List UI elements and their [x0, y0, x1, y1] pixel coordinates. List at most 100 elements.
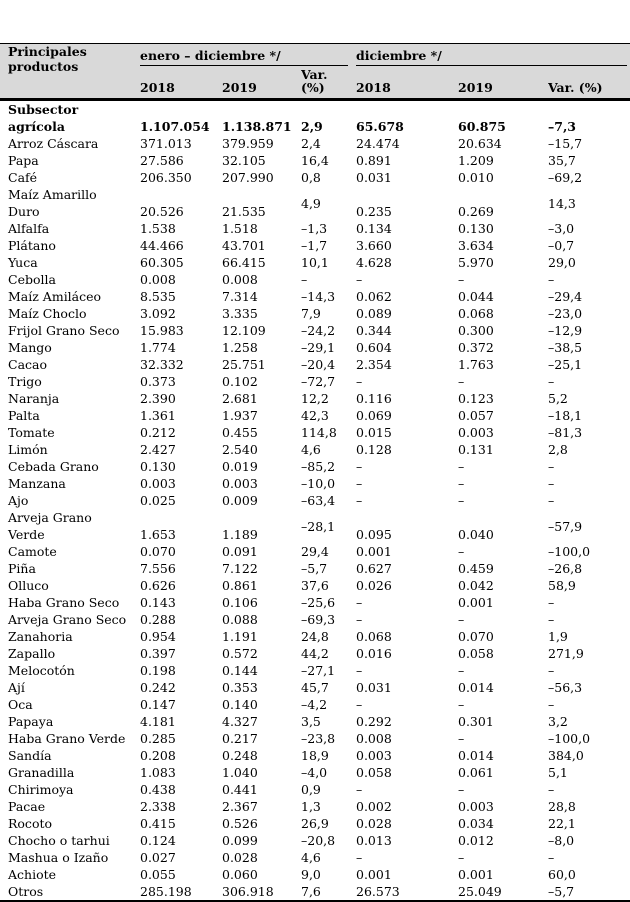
table-row: Maíz Choclo 3.092 3.335 7,9 0.089 0.068 –23,0 [0, 305, 630, 322]
value-cell: 0.068 [356, 629, 392, 644]
value-cell: 4.628 [356, 255, 392, 270]
value-cell: 12,2 [301, 391, 329, 406]
value-cell: 1.518 [222, 221, 258, 236]
value-cell: 0.143 [140, 595, 176, 610]
value-cell: 206.350 [140, 170, 192, 185]
value-cell: 0.058 [356, 765, 392, 780]
value-cell: 0.003 [458, 425, 494, 440]
value-cell: 0.058 [458, 646, 494, 661]
value-cell: 0.604 [356, 340, 392, 355]
value-cell: 29,0 [548, 255, 576, 270]
value-cell: 0.016 [356, 646, 392, 661]
table-row: Café 206.350 207.990 0,8 0.031 0.010 –69,2 [0, 169, 630, 186]
value-cell: –25,1 [548, 357, 583, 372]
value-cell: 3,5 [301, 714, 321, 729]
table-row: Chirimoya 0.438 0.441 0,9 – – – [0, 781, 630, 798]
value-cell: – [356, 782, 363, 797]
table-row: Trigo 0.373 0.102 –72,7 – – – [0, 373, 630, 390]
value-cell: 0.353 [222, 680, 258, 695]
value-cell: 0.044 [458, 289, 494, 304]
value-cell: 0.147 [140, 697, 176, 712]
table-row: Zanahoria 0.954 1.191 24,8 0.068 0.070 1,9 [0, 628, 630, 645]
table-row: Cebolla 0.008 0.008 – – – – [0, 271, 630, 288]
table-row: Melocotón 0.198 0.144 –27,1 – – – [0, 662, 630, 679]
value-cell: – [548, 850, 555, 865]
value-cell: 0.069 [356, 408, 392, 423]
value-cell: 0.089 [356, 306, 392, 321]
table-row: Olluco 0.626 0.861 37,6 0.026 0.042 58,9 [0, 577, 630, 594]
value-cell: 28,8 [548, 799, 576, 814]
value-cell: 25.049 [458, 884, 502, 899]
table-row: Camote 0.070 0.091 29,4 0.001 – –100,0 [0, 543, 630, 560]
value-cell: –81,3 [548, 425, 583, 440]
value-cell: – [458, 612, 465, 627]
value-cell: – [458, 374, 465, 389]
table-row: Piña 7.556 7.122 –5,7 0.627 0.459 –26,8 [0, 560, 630, 577]
table-row: Alfalfa 1.538 1.518 –1,3 0.134 0.130 –3,0 [0, 220, 630, 237]
value-cell: 3.634 [458, 238, 494, 253]
value-cell: 60,0 [548, 867, 576, 882]
value-cell: 42,3 [301, 408, 329, 423]
table-row: Ajo 0.025 0.009 –63,4 – – – [0, 492, 630, 509]
value-cell: 25.751 [222, 357, 266, 372]
value-cell: 0.001 [458, 867, 494, 882]
product-name: Café [8, 170, 38, 185]
product-name: Olluco [8, 578, 49, 593]
value-cell: –12,9 [548, 323, 583, 338]
value-cell: 29,4 [301, 544, 329, 559]
value-cell: 0.003 [222, 476, 258, 491]
value-cell: 379.959 [222, 136, 274, 151]
table-row: Haba Grano Verde 0.285 0.217 –23,8 0.008 – –10… [0, 730, 630, 747]
product-name: Plátano [8, 238, 56, 253]
value-cell: 0.031 [356, 170, 392, 185]
value-cell: – [548, 697, 555, 712]
value-cell: 0.099 [222, 833, 258, 848]
value-cell: – [548, 493, 555, 508]
value-cell: –85,2 [301, 459, 336, 474]
value-cell: 0.130 [458, 221, 494, 236]
table-row: Chocho o tarhui 0.124 0.099 –20,8 0.013 0.012… [0, 832, 630, 849]
product-name: Zanahoria [8, 629, 73, 644]
value-cell: 0.441 [222, 782, 258, 797]
value-cell: – [356, 476, 363, 491]
value-cell: 0.102 [222, 374, 258, 389]
value-cell: 5,1 [548, 765, 568, 780]
product-name: Piña [8, 561, 36, 576]
value-cell: –28,1 [301, 518, 336, 534]
value-cell: 0.070 [458, 629, 494, 644]
value-cell: – [301, 272, 308, 287]
value-cell: 4.327 [222, 714, 258, 729]
value-cell: –38,5 [548, 340, 583, 355]
value-cell: –23,0 [548, 306, 583, 321]
product-name: Zapallo [8, 646, 56, 661]
product-name: Palta [8, 408, 40, 423]
value-cell: –24,2 [301, 323, 336, 338]
header-2018-ene-dic: 2018 [140, 66, 222, 101]
product-name: Frijol Grano Seco [8, 323, 120, 338]
table-row: Maíz Amiláceo 8.535 7.314 –14,3 0.062 0.044 –2… [0, 288, 630, 305]
value-cell: 1.083 [140, 765, 176, 780]
value-cell: – [548, 595, 555, 610]
value-cell: 0.217 [222, 731, 258, 746]
header-group-enero-diciembre: enero – diciembre */ [140, 43, 356, 66]
value-cell: 0.008 [222, 272, 258, 287]
value-cell: – [458, 476, 465, 491]
header-group-enero-diciembre-label: enero – diciembre */ [140, 44, 348, 66]
header-principales-productos: Principales productos [0, 43, 140, 101]
value-cell: 0.009 [222, 493, 258, 508]
value-cell: – [356, 595, 363, 610]
value-cell: 1.538 [140, 221, 176, 236]
value-cell: 2.338 [140, 799, 176, 814]
table-row: Arroz Cáscara 371.013 379.959 2,4 24.474 20.6… [0, 135, 630, 152]
product-name: Subsector agrícola [8, 102, 79, 134]
value-cell: – [548, 459, 555, 474]
value-cell: 0.248 [222, 748, 258, 763]
value-cell: 207.990 [222, 170, 274, 185]
value-cell: 0.019 [222, 459, 258, 474]
table-row: Granadilla 1.083 1.040 –4,0 0.058 0.061 5,1 [0, 764, 630, 781]
table-row: Tomate 0.212 0.455 114,8 0.015 0.003 –81,3 [0, 424, 630, 441]
value-cell: 1.107.054 [140, 119, 210, 134]
value-cell: 22,1 [548, 816, 576, 831]
value-cell: 1.138.871 [222, 119, 292, 134]
